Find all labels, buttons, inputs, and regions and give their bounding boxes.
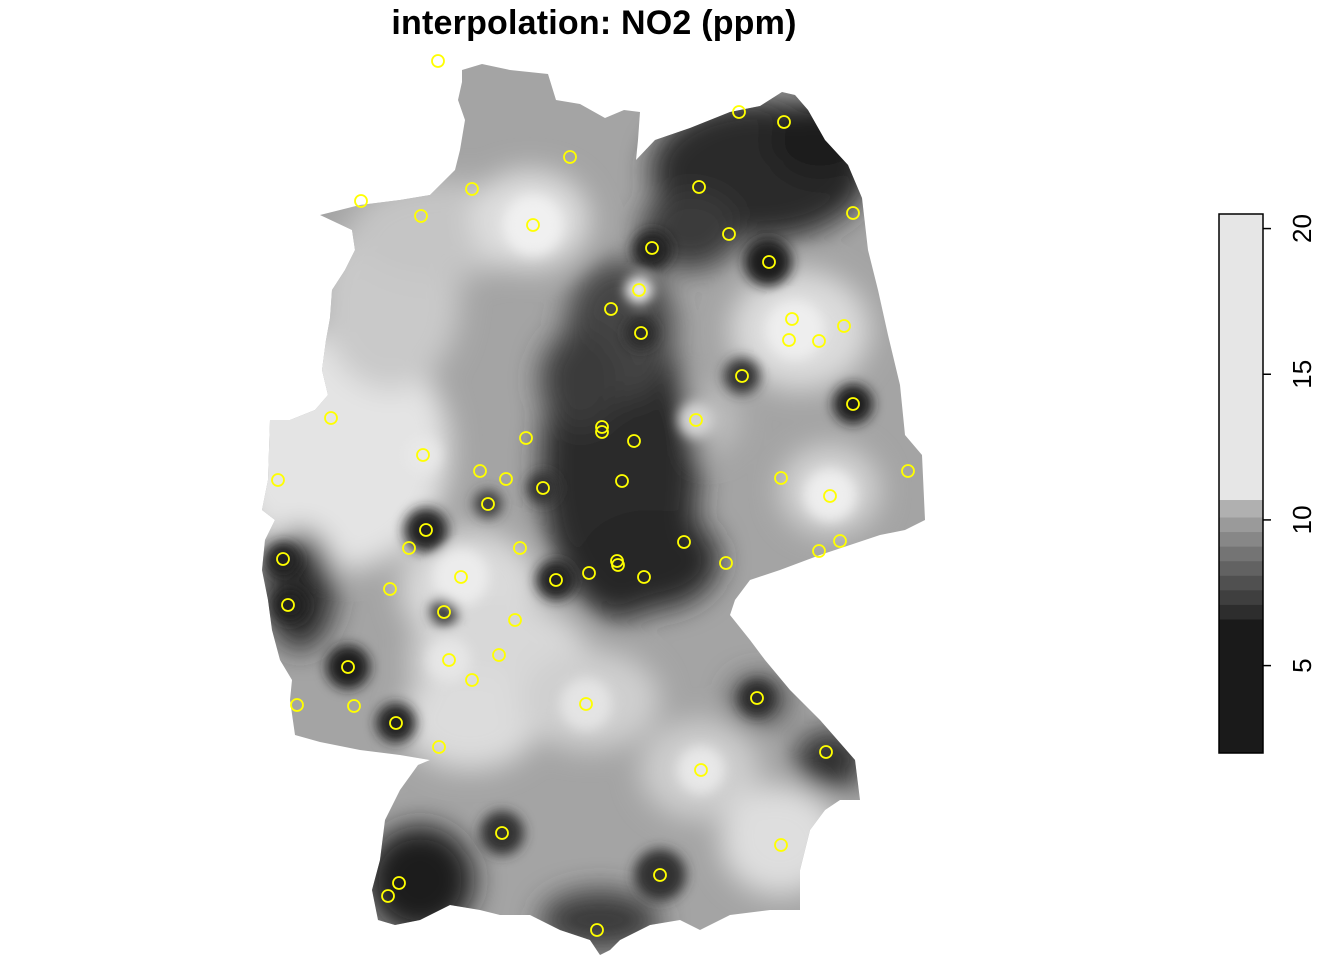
station-marker — [513, 541, 527, 555]
station-marker — [383, 582, 397, 596]
station-marker — [526, 218, 540, 232]
legend-band — [1219, 589, 1263, 605]
legend-ticks: 5 10 15 20 — [1263, 214, 1317, 673]
station-marker — [431, 54, 445, 68]
station-marker — [833, 534, 847, 548]
station-marker — [392, 876, 406, 890]
station-marker — [677, 535, 691, 549]
station-marker — [611, 558, 625, 572]
interpolation-map — [262, 54, 925, 955]
legend-band — [1219, 560, 1263, 576]
legend-frame — [1218, 213, 1264, 754]
station-marker — [689, 413, 703, 427]
station-marker — [481, 497, 495, 511]
station-marker — [774, 838, 788, 852]
legend-band — [1219, 575, 1263, 591]
station-marker — [432, 740, 446, 754]
station-marker — [750, 691, 764, 705]
legend-band — [1219, 517, 1263, 533]
legend-tick-label: 20 — [1287, 214, 1317, 243]
legend-band — [1219, 618, 1263, 754]
station-marker — [442, 653, 456, 667]
station-marker — [465, 182, 479, 196]
station-marker — [495, 826, 509, 840]
color-legend: 5 10 15 20 — [1218, 213, 1317, 754]
station-marker — [645, 241, 659, 255]
station-marker — [341, 660, 355, 674]
station-markers — [271, 54, 915, 937]
station-marker — [290, 698, 304, 712]
station-marker — [389, 716, 403, 730]
station-marker — [823, 489, 837, 503]
station-marker — [416, 448, 430, 462]
map-title: interpolation: NO2 (ppm) — [391, 4, 797, 42]
station-marker — [536, 481, 550, 495]
station-marker — [627, 434, 641, 448]
station-marker — [381, 889, 395, 903]
station-marker — [819, 745, 833, 759]
legend-color-bar — [1219, 214, 1263, 754]
station-marker — [276, 552, 290, 566]
station-marker — [653, 868, 667, 882]
station-marker — [582, 566, 596, 580]
station-marker — [465, 673, 479, 687]
legend-band — [1219, 604, 1263, 620]
station-marker — [637, 570, 651, 584]
station-marker — [454, 570, 468, 584]
station-marker — [354, 194, 368, 208]
station-marker — [563, 150, 577, 164]
legend-band — [1219, 546, 1263, 562]
station-marker — [281, 598, 295, 612]
station-marker — [414, 209, 428, 223]
legend-band — [1219, 531, 1263, 547]
station-marker — [837, 319, 851, 333]
station-marker — [579, 697, 593, 711]
station-marker — [812, 544, 826, 558]
station-marker — [812, 334, 826, 348]
station-marker — [419, 523, 433, 537]
station-marker — [437, 605, 451, 619]
station-marker — [762, 255, 776, 269]
station-marker — [595, 425, 609, 439]
station-marker — [735, 369, 749, 383]
legend-band — [1219, 499, 1263, 518]
station-marker — [402, 541, 416, 555]
legend-band — [1219, 214, 1263, 501]
station-marker — [595, 420, 609, 434]
station-marker — [508, 613, 522, 627]
station-marker — [473, 464, 487, 478]
station-marker — [732, 105, 746, 119]
station-marker — [782, 333, 796, 347]
station-marker — [499, 472, 513, 486]
station-marker — [777, 115, 791, 129]
station-marker — [719, 556, 733, 570]
station-marker — [785, 312, 799, 326]
station-marker — [492, 648, 506, 662]
interpolated-surface — [262, 64, 925, 955]
station-marker — [774, 471, 788, 485]
station-marker — [846, 397, 860, 411]
legend-tick-label: 15 — [1287, 360, 1317, 389]
station-marker — [722, 227, 736, 241]
station-marker — [604, 302, 618, 316]
station-marker — [901, 464, 915, 478]
station-marker — [615, 474, 629, 488]
station-marker — [519, 431, 533, 445]
station-marker — [632, 283, 646, 297]
station-marker — [846, 206, 860, 220]
station-marker — [692, 180, 706, 194]
legend-tick-label: 5 — [1287, 658, 1317, 672]
station-marker — [549, 573, 563, 587]
station-marker — [347, 699, 361, 713]
station-marker — [634, 326, 648, 340]
station-marker — [324, 411, 338, 425]
legend-tick-label: 10 — [1287, 505, 1317, 534]
station-marker — [694, 763, 708, 777]
station-marker — [590, 923, 604, 937]
station-marker — [271, 473, 285, 487]
